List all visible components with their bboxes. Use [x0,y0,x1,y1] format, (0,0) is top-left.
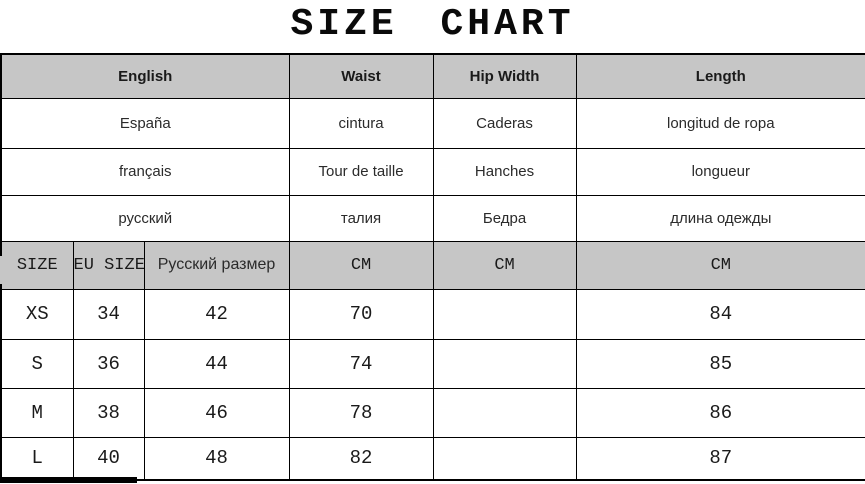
table-row-espanol: España cintura Caderas longitud de ropa [0,97,865,149]
cell-waist-fr: Tour de taille [288,147,434,196]
table-row-english: English Waist Hip Width Length [0,53,865,99]
cell-hip-l [432,436,577,481]
cell-hip-m [432,387,577,438]
cell-lang-espanol: España [0,97,290,149]
cell-waist-es: cintura [288,97,434,149]
cell-length-unit: CM [575,240,865,290]
cell-eu-m: 38 [72,387,145,438]
table-row-french: français Tour de taille Hanches longueur [0,147,865,196]
cell-hip-ru: Бедра [432,194,577,242]
cell-size-s: S [0,338,74,389]
cell-waist-l: 82 [288,436,434,481]
cell-eu-l: 40 [72,436,145,481]
cell-size-header: SIZE [0,240,74,290]
cell-ru-m: 46 [143,387,290,438]
cell-hip-header: Hip Width [432,53,577,99]
cell-length-ru: длина одежды [575,194,865,242]
table-row-l: L 40 48 82 87 [0,436,865,481]
cell-eu-xs: 34 [72,288,145,340]
cell-waist-m: 78 [288,387,434,438]
cell-length-xs: 84 [575,288,865,340]
table-row-russian: русский талия Бедра длина одежды [0,194,865,242]
page-title: SIZE CHART [290,3,575,46]
size-chart-table: English Waist Hip Width Length España ci… [0,53,865,481]
cell-hip-es: Caderas [432,97,577,149]
cell-lang-english: English [0,53,290,99]
table-row-xs: XS 34 42 70 84 [0,288,865,340]
table-row-size-header: SIZE EU SIZE Русский размер CM CM CM [0,240,865,290]
cell-waist-s: 74 [288,338,434,389]
cell-length-fr: longueur [575,147,865,196]
cell-waist-ru: талия [288,194,434,242]
table-row-s: S 36 44 74 85 [0,338,865,389]
cell-hip-s [432,338,577,389]
cell-waist-unit: CM [288,240,434,290]
cell-size-m: M [0,387,74,438]
cell-eu-size-header: EU SIZE [72,240,145,290]
cell-ru-xs: 42 [143,288,290,340]
cell-length-l: 87 [575,436,865,481]
left-edge-artifact [0,256,8,284]
cell-ru-size-header: Русский размер [143,240,290,290]
cell-length-es: longitud de ropa [575,97,865,149]
cell-hip-fr: Hanches [432,147,577,196]
cell-size-l: L [0,436,74,481]
cell-lang-russian: русский [0,194,290,242]
cell-hip-xs [432,288,577,340]
cell-lang-french: français [0,147,290,196]
cell-ru-l: 48 [143,436,290,481]
cell-length-m: 86 [575,387,865,438]
cell-length-header: Length [575,53,865,99]
cell-waist-header: Waist [288,53,434,99]
cell-length-s: 85 [575,338,865,389]
cell-ru-s: 44 [143,338,290,389]
bottom-edge-artifact [0,477,137,483]
table-row-m: M 38 46 78 86 [0,387,865,438]
cell-size-xs: XS [0,288,74,340]
cell-eu-s: 36 [72,338,145,389]
cell-hip-unit: CM [432,240,577,290]
cell-waist-xs: 70 [288,288,434,340]
